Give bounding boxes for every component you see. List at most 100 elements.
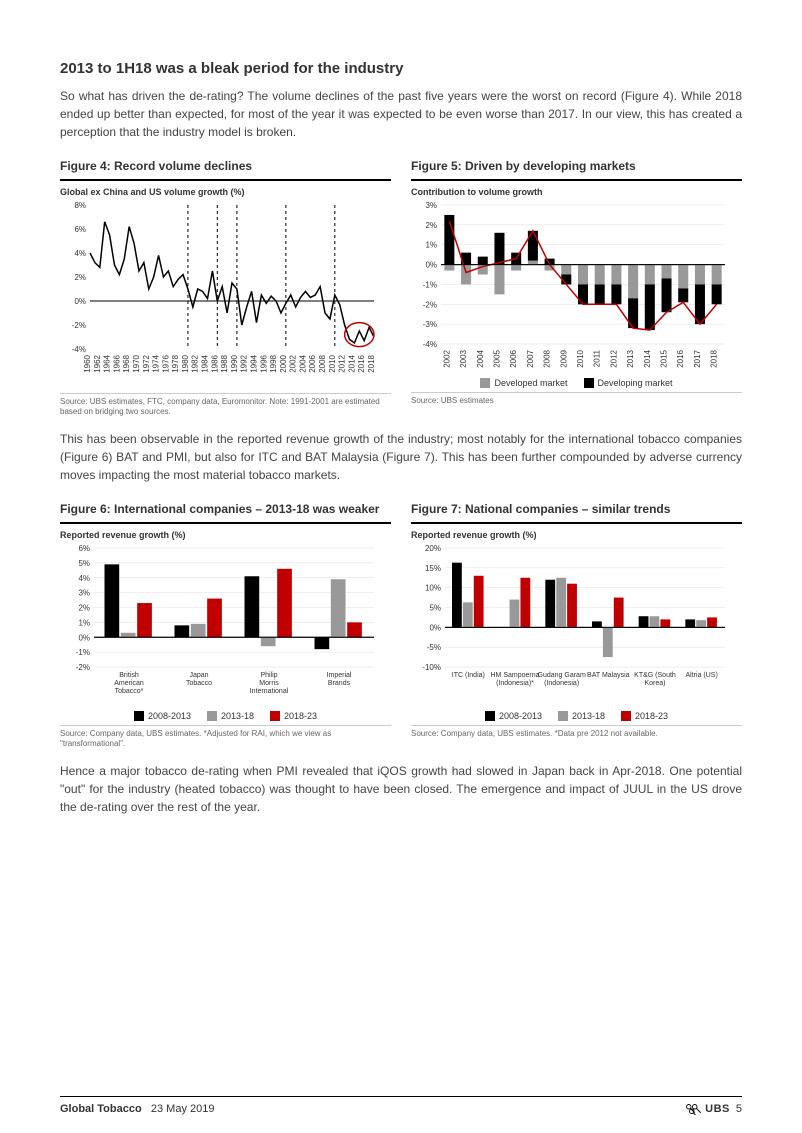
svg-text:1978: 1978 [171,354,180,372]
svg-text:3%: 3% [425,201,437,210]
svg-text:Tobacco: Tobacco [186,680,212,687]
svg-text:2000: 2000 [279,354,288,372]
svg-text:2012: 2012 [338,354,347,372]
svg-text:20%: 20% [425,544,441,553]
svg-text:1996: 1996 [259,354,268,372]
fig6-chart: -2%-1%0%1%2%3%4%5%6%BritishAmericanTobac… [60,542,380,707]
svg-text:1964: 1964 [103,354,112,372]
svg-text:ITC (India): ITC (India) [452,672,485,679]
svg-text:6%: 6% [74,225,86,234]
svg-text:2%: 2% [425,221,437,230]
svg-text:2018: 2018 [710,349,719,367]
svg-text:2011: 2011 [593,349,602,367]
svg-text:HM Sampoerna: HM Sampoerna [490,672,539,679]
fig7-legend: 2008-20132013-182018-23 [411,711,742,721]
svg-text:0%: 0% [78,633,90,642]
svg-text:British: British [119,672,139,679]
svg-text:1994: 1994 [249,354,258,372]
footer-date: 23 May 2019 [151,1103,215,1115]
svg-text:1982: 1982 [191,354,200,372]
fig7-subtitle: Reported revenue growth (%) [411,530,742,540]
svg-text:2002: 2002 [442,349,451,367]
fig7-title: Figure 7: National companies – similar t… [411,502,742,516]
svg-text:2006: 2006 [308,354,317,372]
svg-text:1974: 1974 [152,354,161,372]
svg-text:2%: 2% [78,603,90,612]
svg-text:Tobacco*: Tobacco* [115,688,144,695]
svg-text:1%: 1% [78,618,90,627]
svg-text:2007: 2007 [526,349,535,367]
svg-text:-2%: -2% [72,321,86,330]
ubs-keys-icon [685,1103,703,1115]
svg-text:1984: 1984 [201,354,210,372]
svg-text:1960: 1960 [83,354,92,372]
svg-text:Morris: Morris [259,680,279,687]
svg-text:Korea): Korea) [644,680,665,687]
section-title: 2013 to 1H18 was a bleak period for the … [60,60,742,77]
svg-text:2008: 2008 [318,354,327,372]
svg-text:2013: 2013 [626,349,635,367]
svg-text:1968: 1968 [122,354,131,372]
svg-text:2015: 2015 [660,349,669,367]
svg-text:-4%: -4% [423,340,437,349]
svg-text:5%: 5% [429,603,441,612]
svg-text:2003: 2003 [459,349,468,367]
fig7-source: Source: Company data, UBS estimates. *Da… [411,725,742,739]
fig5-title: Figure 5: Driven by developing markets [411,159,742,173]
svg-text:2014: 2014 [643,349,652,367]
svg-text:2%: 2% [74,273,86,282]
svg-text:1976: 1976 [161,354,170,372]
svg-text:1986: 1986 [210,354,219,372]
fig4-subtitle: Global ex China and US volume growth (%) [60,187,391,197]
footer-page-number: 5 [736,1103,742,1115]
svg-text:Japan: Japan [189,672,208,679]
svg-text:2006: 2006 [509,349,518,367]
svg-text:2010: 2010 [576,349,585,367]
svg-text:10%: 10% [425,583,441,592]
svg-text:1972: 1972 [142,354,151,372]
svg-text:Philip: Philip [260,672,277,679]
svg-text:2009: 2009 [559,349,568,367]
svg-text:4%: 4% [78,574,90,583]
svg-text:1998: 1998 [269,354,278,372]
svg-text:Altria (US): Altria (US) [686,672,718,679]
svg-text:-10%: -10% [422,663,441,672]
svg-text:0%: 0% [74,297,86,306]
svg-text:1962: 1962 [93,354,102,372]
svg-text:(Indonesia): (Indonesia) [544,680,579,687]
svg-text:Brands: Brands [328,680,351,687]
fig6-title: Figure 6: International companies – 2013… [60,502,391,516]
svg-text:0%: 0% [429,623,441,632]
svg-text:American: American [114,680,144,687]
svg-text:-5%: -5% [427,643,441,652]
svg-text:KT&G (South: KT&G (South [634,672,676,679]
fig5-chart: -4%-3%-2%-1%0%1%2%3%20022003200420052006… [411,199,731,374]
fig5-legend-developed: Developed market [494,378,567,388]
svg-text:2012: 2012 [609,349,618,367]
page-footer: Global Tobacco 23 May 2019 UBS 5 [60,1096,742,1115]
svg-text:2017: 2017 [693,349,702,367]
svg-text:3%: 3% [78,588,90,597]
svg-text:2002: 2002 [289,354,298,372]
fig4-title: Figure 4: Record volume declines [60,159,391,173]
svg-text:2005: 2005 [492,349,501,367]
svg-text:International: International [250,688,289,695]
paragraph-2: This has been observable in the reported… [60,430,742,484]
fig4-chart: -4%-2%0%2%4%6%8%196019621964196619681970… [60,199,380,389]
svg-text:1970: 1970 [132,354,141,372]
svg-text:15%: 15% [425,564,441,573]
svg-text:1992: 1992 [240,354,249,372]
fig6-legend: 2008-20132013-182018-23 [60,711,391,721]
fig5-legend-developing: Developing market [598,378,673,388]
fig6-source: Source: Company data, UBS estimates. *Ad… [60,725,391,750]
paragraph-1: So what has driven the de-rating? The vo… [60,87,742,141]
ubs-logo: UBS [685,1103,730,1115]
footer-title: Global Tobacco [60,1103,142,1115]
fig5-legend: Developed market Developing market [411,378,742,388]
fig4-source: Source: UBS estimates, FTC, company data… [60,393,391,418]
footer-brand: UBS [705,1103,730,1115]
svg-text:1990: 1990 [230,354,239,372]
svg-text:-3%: -3% [423,320,437,329]
svg-text:BAT Malaysia: BAT Malaysia [587,672,630,679]
svg-text:(Indonesia)*: (Indonesia)* [496,680,534,687]
